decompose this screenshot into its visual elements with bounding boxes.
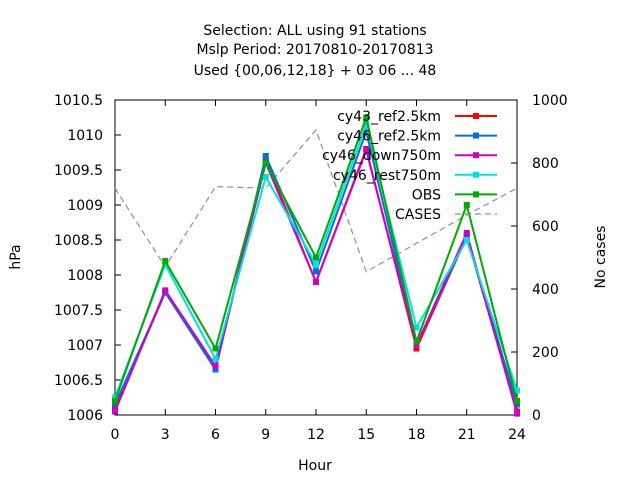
point-obs: [463, 202, 470, 208]
y2-tick-label: 400: [532, 282, 559, 298]
series-line-cy46-ref2-5km: [114, 127, 518, 405]
point-obs: [262, 160, 269, 166]
title-line-1: Selection: ALL using 91 stations: [203, 23, 426, 39]
point-cy46-ref2-5km: [313, 268, 319, 275]
legend-label-cy46-rest750m: cy46_rest750m: [333, 168, 441, 184]
point-cy46-rest750m: [514, 387, 520, 394]
y-tick-label: 1007.5: [54, 303, 103, 319]
x-tick-label: 12: [307, 427, 325, 443]
y-tick-label: 1010.5: [54, 93, 103, 109]
y2-tick-label: 800: [532, 156, 559, 172]
point-cy43-ref2-5km: [413, 345, 420, 352]
y2-tick-label: 0: [532, 408, 541, 424]
title-line-3: Used {00,06,12,18} + 03 06 ... 48: [194, 63, 437, 79]
legend-marker-cy46-down750m: [473, 152, 479, 159]
y-tick-label: 1008: [67, 268, 103, 284]
y2-tick-label: 1000: [532, 93, 568, 109]
point-obs: [112, 398, 118, 404]
point-obs: [363, 114, 370, 121]
legend-marker-obs: [473, 191, 479, 198]
point-cy46-down750m: [112, 408, 118, 415]
x-tick-label: 24: [508, 427, 526, 443]
point-cy46-down750m: [212, 363, 219, 369]
point-obs: [313, 254, 319, 261]
legend-marker-cy43-ref2-5km: [473, 113, 479, 119]
point-cy46-down750m: [363, 147, 370, 154]
point-obs: [514, 398, 520, 404]
y2-tick-label: 200: [532, 345, 559, 361]
y-tick-label: 1007: [67, 338, 103, 354]
point-obs: [212, 345, 219, 352]
point-cy46-rest750m: [413, 324, 420, 331]
point-cy46-down750m: [313, 279, 319, 285]
point-cy46-down750m: [413, 342, 420, 348]
legend-marker-cy46-rest750m: [473, 171, 479, 178]
y-axis-label: hPa: [8, 244, 24, 269]
x-tick-label: 0: [111, 427, 120, 443]
point-cy46-ref2-5km: [212, 366, 219, 373]
y2-tick-label: 600: [532, 219, 559, 235]
y-tick-label: 1008.5: [54, 233, 103, 249]
y-tick-label: 1009: [67, 198, 103, 214]
point-cy46-ref2-5km: [363, 128, 370, 135]
y-tick-label: 1010: [67, 128, 103, 144]
point-cy46-rest750m: [262, 174, 269, 180]
legend: cy43_ref2.5km cy46_ref2.5km cy46_down750mc…: [322, 109, 497, 223]
chart-title: Selection: ALL using 91 stations Mslp Pe…: [194, 23, 437, 79]
y2-axis-label: No cases: [593, 226, 609, 289]
series-lines: [112, 113, 520, 417]
point-cy46-rest750m: [112, 394, 118, 401]
legend-label-cases: CASES: [395, 207, 441, 223]
point-cy46-rest750m: [212, 356, 219, 362]
point-obs: [413, 338, 420, 345]
point-cy46-down750m: [463, 230, 470, 236]
x-tick-label: 9: [261, 427, 270, 443]
legend-label-obs: OBS: [412, 187, 441, 203]
x-tick-label: 15: [357, 427, 375, 443]
point-cy46-rest750m: [162, 261, 169, 268]
legend-label-cy46-ref2-5km: cy46_ref2.5km: [337, 129, 441, 145]
point-cy46-down750m: [162, 287, 169, 294]
x-tick-label: 21: [458, 427, 476, 443]
point-cy46-rest750m: [363, 121, 370, 128]
y-tick-label: 1009.5: [54, 163, 103, 179]
legend-label-cy46-down750m: cy46_down750m: [322, 148, 441, 164]
series-line-cases: [114, 128, 518, 273]
y-tick-label: 1006.5: [54, 373, 103, 389]
axis-ticks: 0 3 6 9 12 15 18 21 24 1006 1006.5 1007 1007.5 1008 10…: [54, 93, 568, 443]
title-line-2: Mslp Period: 20170810-20170813: [197, 42, 434, 58]
x-tick-label: 3: [161, 427, 170, 443]
point-cy46-down750m: [514, 410, 520, 417]
x-tick-label: 6: [211, 427, 220, 443]
point-cy46-rest750m: [463, 237, 470, 243]
point-cy46-rest750m: [313, 261, 319, 268]
x-tick-label: 18: [408, 427, 426, 443]
legend-marker-cy46-ref2-5km: [473, 132, 479, 139]
y-tick-label: 1006: [67, 408, 103, 424]
point-cy43-ref2-5km: [112, 405, 118, 411]
point-cy46-ref2-5km: [112, 401, 118, 408]
point-cy46-ref2-5km: [262, 153, 269, 159]
legend-label-cy43-ref2-5km: cy43_ref2.5km: [337, 109, 441, 125]
point-obs: [162, 258, 169, 264]
point-cy46-ref2-5km: [514, 401, 520, 408]
x-axis-label: Hour: [298, 458, 332, 474]
